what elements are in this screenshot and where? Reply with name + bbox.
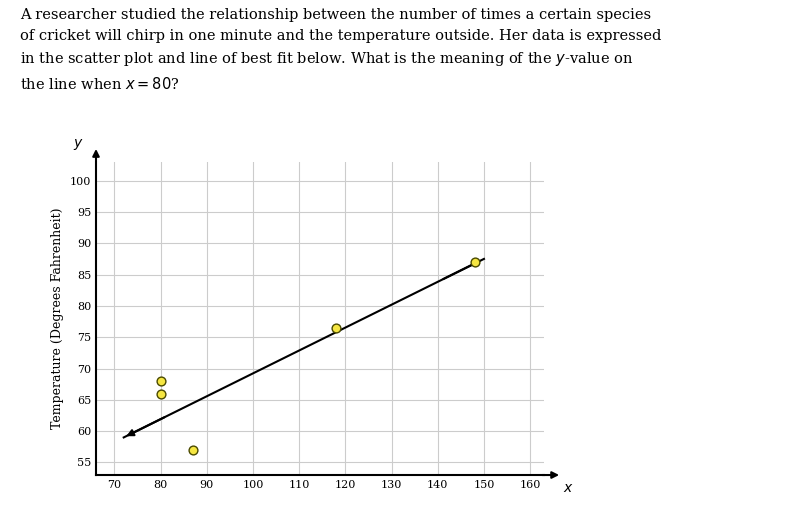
Text: $x$: $x$ — [563, 481, 574, 494]
Point — [154, 377, 167, 385]
Point — [468, 258, 481, 266]
Point — [186, 446, 199, 454]
Point — [330, 324, 342, 332]
Text: A researcher studied the relationship between the number of times a certain spec: A researcher studied the relationship be… — [20, 8, 661, 92]
Y-axis label: Temperature (Degrees Fahrenheit): Temperature (Degrees Fahrenheit) — [51, 208, 64, 429]
Text: $y$: $y$ — [73, 137, 83, 152]
Point — [154, 389, 167, 398]
